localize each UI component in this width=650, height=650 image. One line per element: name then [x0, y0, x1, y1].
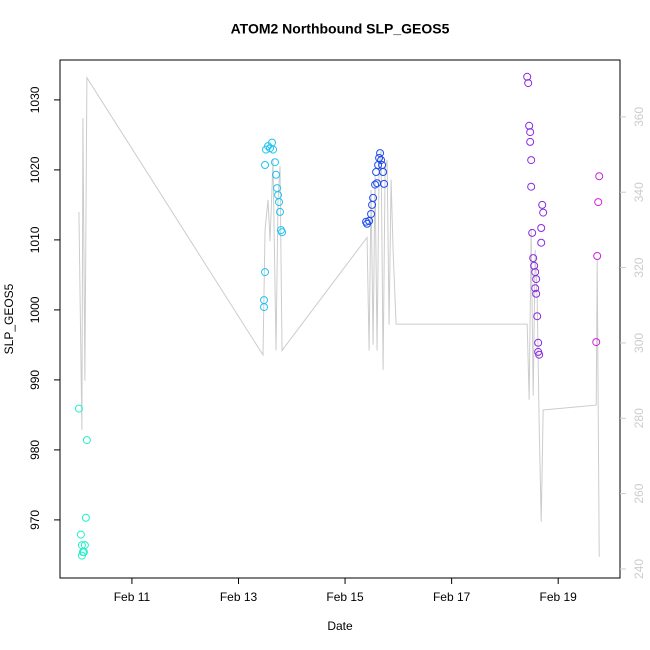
point	[595, 172, 604, 181]
point	[526, 128, 535, 137]
point	[275, 198, 284, 207]
point	[377, 156, 386, 165]
point	[530, 261, 539, 270]
point	[524, 79, 533, 88]
y2-tick-label: 300	[632, 333, 646, 353]
point	[528, 228, 537, 237]
point	[526, 137, 535, 146]
x-axis-title: Date	[327, 619, 353, 633]
y-tick-label: 990	[28, 370, 42, 390]
point	[74, 404, 83, 413]
point	[261, 268, 270, 277]
point	[260, 303, 269, 312]
x-tick-label: Feb 11	[114, 590, 151, 604]
point	[594, 198, 603, 207]
point	[273, 184, 282, 193]
point	[278, 228, 287, 237]
point	[365, 217, 374, 225]
y-tick-label: 970	[28, 510, 42, 530]
y2-tick-label: 340	[632, 182, 646, 202]
point	[269, 145, 278, 154]
point	[270, 158, 279, 167]
point	[532, 275, 541, 284]
point	[372, 168, 381, 176]
point	[538, 200, 547, 209]
point	[272, 170, 281, 179]
x-tick-label: Feb 15	[326, 590, 364, 604]
y-tick-label: 1030	[28, 86, 42, 113]
point	[529, 254, 538, 263]
y2-tick-label: 320	[632, 257, 646, 277]
y-tick-label: 1010	[28, 226, 42, 253]
point	[537, 238, 546, 247]
point	[369, 193, 378, 202]
point	[539, 208, 548, 217]
y2-tick-label: 360	[632, 107, 646, 127]
point	[76, 530, 85, 539]
point	[533, 312, 542, 321]
point	[261, 161, 270, 169]
y-tick-label: 1000	[28, 296, 42, 323]
point	[527, 182, 536, 191]
x-tick-label: Feb 13	[220, 590, 258, 604]
point	[380, 179, 389, 188]
data-line	[78, 76, 600, 557]
point	[375, 154, 384, 162]
plot-frame	[59, 59, 621, 579]
point	[525, 121, 534, 130]
point	[371, 180, 380, 189]
point	[81, 513, 90, 522]
y-axis-title: SLP_GEOS5	[2, 283, 16, 354]
point	[592, 338, 601, 347]
x-tick-label: Feb 19	[540, 590, 578, 604]
point	[593, 252, 602, 260]
y2-tick-label: 240	[632, 559, 646, 579]
point	[527, 156, 536, 165]
point	[532, 289, 541, 298]
point	[276, 207, 285, 216]
y-tick-label: 980	[28, 440, 42, 460]
y-tick-label: 1020	[28, 156, 42, 183]
point	[523, 72, 532, 81]
chart-title: ATOM2 Northbound SLP_GEOS5	[231, 21, 450, 37]
point	[82, 436, 91, 445]
x-tick-label: Feb 17	[433, 590, 471, 604]
point	[379, 168, 388, 176]
y2-tick-label: 260	[632, 483, 646, 503]
point	[80, 541, 89, 550]
point	[367, 210, 376, 218]
y2-tick-label: 280	[632, 408, 646, 428]
point	[535, 350, 544, 359]
point	[537, 224, 546, 232]
point	[534, 338, 543, 347]
point	[531, 284, 540, 293]
